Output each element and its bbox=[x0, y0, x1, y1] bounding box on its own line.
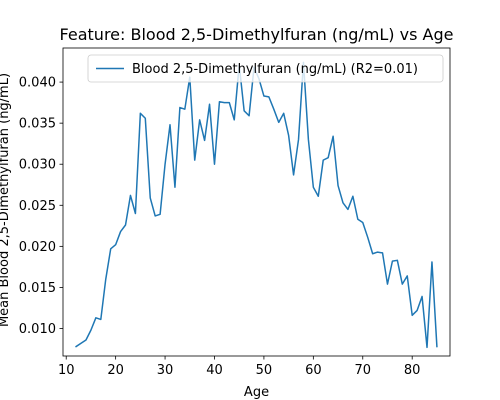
x-tick-label: 80 bbox=[404, 363, 421, 378]
plot-area: 10 20 30 40 50 60 70 80 0.010 0.015 0.020 0.025 0.03… bbox=[19, 47, 451, 378]
chart-title: Feature: Blood 2,5-Dimethylfuran (ng/mL)… bbox=[60, 25, 454, 44]
x-tick-label: 50 bbox=[256, 363, 273, 378]
y-tick-label: 0.020 bbox=[19, 240, 56, 255]
y-tick-label: 0.030 bbox=[19, 158, 56, 173]
y-tick-label: 0.010 bbox=[19, 322, 56, 337]
y-tick-label: 0.015 bbox=[19, 281, 56, 296]
x-tick-label: 10 bbox=[58, 363, 75, 378]
legend-entry: Blood 2,5-Dimethylfuran (ng/mL) (R2=0.01… bbox=[132, 62, 418, 77]
x-tick-label: 70 bbox=[354, 363, 371, 378]
y-tick-label: 0.025 bbox=[19, 199, 56, 214]
x-tick-label: 30 bbox=[157, 363, 174, 378]
y-tick-label: 0.035 bbox=[19, 117, 56, 132]
legend: Blood 2,5-Dimethylfuran (ng/mL) (R2=0.01… bbox=[87, 54, 444, 83]
axes-frame bbox=[62, 47, 451, 357]
legend-box bbox=[87, 54, 444, 83]
x-tick-label: 20 bbox=[107, 363, 124, 378]
x-tick-label: 60 bbox=[305, 363, 322, 378]
x-tick-label: 40 bbox=[206, 363, 223, 378]
y-tick-label: 0.040 bbox=[19, 76, 56, 91]
y-axis-label: Mean Blood 2,5-Dimethylfuran (ng/mL) bbox=[0, 73, 12, 327]
x-axis-label: Age bbox=[244, 385, 269, 400]
